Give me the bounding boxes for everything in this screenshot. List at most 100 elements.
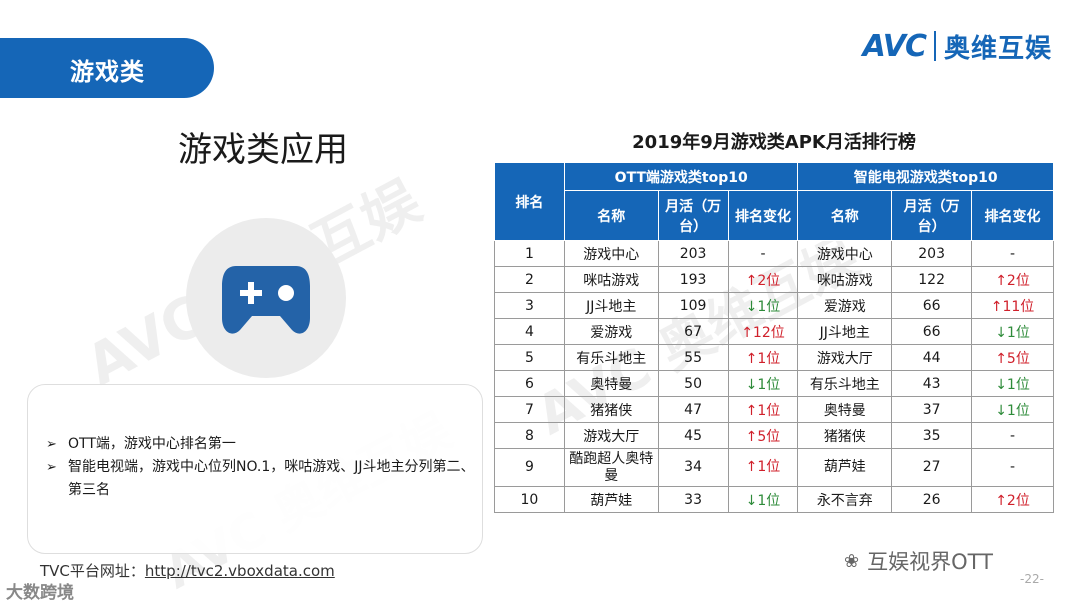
- tv-change-cell: ↓1位: [971, 396, 1054, 423]
- tv-name-cell: 永不言弃: [797, 486, 893, 513]
- section-title: 游戏类应用: [178, 130, 348, 170]
- ott-group-header: OTT端游戏类top10: [563, 162, 799, 191]
- tv-name-header: 名称: [797, 190, 893, 241]
- ott-mau-cell: 33: [657, 486, 729, 513]
- table-row: 1 游戏中心 203 - 游戏中心 203 -: [494, 240, 1054, 267]
- tv-change-cell: -: [971, 448, 1054, 487]
- notes-panel: OTT端，游戏中心排名第一 智能电视端，游戏中心位列NO.1，咪咕游戏、JJ斗地…: [27, 384, 483, 554]
- ott-name-cell: 奥特曼: [563, 370, 659, 397]
- ott-change-cell: ↑12位: [727, 318, 799, 345]
- table-row: 7 猪猪侠 47 ↑1位 奥特曼 37 ↓1位: [494, 396, 1054, 423]
- table-row: 4 爱游戏 67 ↑12位 JJ斗地主 66 ↓1位: [494, 318, 1054, 345]
- logo-brand: AVC: [862, 28, 927, 64]
- tv-change-cell: ↑2位: [971, 266, 1054, 293]
- ott-mau-cell: 47: [657, 396, 729, 423]
- ott-mau-cell: 34: [657, 448, 729, 487]
- tv-mau-cell: 35: [891, 422, 973, 449]
- ott-name-cell: 爱游戏: [563, 318, 659, 345]
- ott-change-cell: ↑5位: [727, 422, 799, 449]
- tv-name-cell: 咪咕游戏: [797, 266, 893, 293]
- rank-cell: 1: [494, 240, 565, 267]
- ott-mau-cell: 55: [657, 344, 729, 371]
- tv-name-cell: 奥特曼: [797, 396, 893, 423]
- wechat-name: 互娱视界OTT: [867, 550, 993, 574]
- gamepad-icon: [222, 266, 310, 334]
- tv-mau-header: 月活（万台）: [891, 190, 973, 241]
- table-row: 8 游戏大厅 45 ↑5位 猪猪侠 35 -: [494, 422, 1054, 449]
- tv-name-cell: 游戏中心: [797, 240, 893, 267]
- table-body: 1 游戏中心 203 - 游戏中心 203 - 2 咪咕游戏 193 ↑2位 咪…: [494, 240, 1054, 513]
- rank-cell: 7: [494, 396, 565, 423]
- ott-name-cell: 葫芦娃: [563, 486, 659, 513]
- tv-change-cell: ↑2位: [971, 486, 1054, 513]
- rank-cell: 9: [494, 448, 565, 487]
- tv-change-cell: -: [971, 240, 1054, 267]
- ott-change-cell: ↑1位: [727, 396, 799, 423]
- url-link[interactable]: http://tvc2.vboxdata.com: [144, 562, 335, 580]
- tv-mau-cell: 44: [891, 344, 973, 371]
- rank-cell: 6: [494, 370, 565, 397]
- note-item: 智能电视端，游戏中心位列NO.1，咪咕游戏、JJ斗地主分列第二、第三名: [46, 456, 476, 502]
- ott-name-cell: 咪咕游戏: [563, 266, 659, 293]
- ott-mau-cell: 193: [657, 266, 729, 293]
- ott-mau-cell: 45: [657, 422, 729, 449]
- ott-change-cell: ↓1位: [727, 292, 799, 319]
- tv-mau-cell: 27: [891, 448, 973, 487]
- ott-name-header: 名称: [563, 190, 659, 241]
- tv-name-cell: 葫芦娃: [797, 448, 893, 487]
- tv-change-cell: ↑11位: [971, 292, 1054, 319]
- rank-cell: 2: [494, 266, 565, 293]
- source-badge: 大数跨境: [6, 583, 74, 603]
- tv-name-cell: 爱游戏: [797, 292, 893, 319]
- tv-name-cell: JJ斗地主: [797, 318, 893, 345]
- rank-cell: 8: [494, 422, 565, 449]
- table-row: 10 葫芦娃 33 ↓1位 永不言弃 26 ↑2位: [494, 486, 1054, 513]
- ott-name-cell: 猪猪侠: [563, 396, 659, 423]
- table-row: 2 咪咕游戏 193 ↑2位 咪咕游戏 122 ↑2位: [494, 266, 1054, 293]
- tv-change-cell: ↓1位: [971, 318, 1054, 345]
- ott-name-cell: 游戏中心: [563, 240, 659, 267]
- tv-mau-cell: 66: [891, 318, 973, 345]
- ott-mau-cell: 109: [657, 292, 729, 319]
- ott-mau-cell: 203: [657, 240, 729, 267]
- ott-change-cell: -: [727, 240, 799, 267]
- wechat-icon: ❀: [844, 550, 860, 572]
- table-row: 3 JJ斗地主 109 ↓1位 爱游戏 66 ↑11位: [494, 292, 1054, 319]
- ott-name-cell: JJ斗地主: [563, 292, 659, 319]
- table-row: 9 酷跑超人奥特曼 34 ↑1位 葫芦娃 27 -: [494, 448, 1054, 487]
- platform-url: TVC平台网址：http://tvc2.vboxdata.com: [40, 560, 335, 581]
- rank-cell: 5: [494, 344, 565, 371]
- ott-change-cell: ↓1位: [727, 370, 799, 397]
- rank-cell: 10: [494, 486, 565, 513]
- ott-name-cell: 有乐斗地主: [563, 344, 659, 371]
- icon-circle: [186, 218, 346, 378]
- tv-change-header: 排名变化: [971, 190, 1054, 241]
- tv-mau-cell: 26: [891, 486, 973, 513]
- brand-logo: AVC 奥维互娱: [863, 26, 1052, 66]
- url-label: TVC平台网址：: [40, 562, 145, 580]
- ott-mau-header: 月活（万台）: [657, 190, 729, 241]
- table-row: 5 有乐斗地主 55 ↑1位 游戏大厅 44 ↑5位: [494, 344, 1054, 371]
- ott-mau-cell: 50: [657, 370, 729, 397]
- tv-change-cell: ↓1位: [971, 370, 1054, 397]
- ott-change-cell: ↑1位: [727, 448, 799, 487]
- table-title: 2019年9月游戏类APK月活排行榜: [632, 132, 916, 153]
- tv-change-cell: -: [971, 422, 1054, 449]
- tv-mau-cell: 66: [891, 292, 973, 319]
- ott-change-cell: ↓1位: [727, 486, 799, 513]
- ott-name-cell: 游戏大厅: [563, 422, 659, 449]
- logo-divider: [933, 31, 936, 61]
- logo-name: 奥维互娱: [943, 33, 1052, 64]
- rank-header: 排名: [494, 162, 565, 241]
- tv-mau-cell: 43: [891, 370, 973, 397]
- tv-name-cell: 有乐斗地主: [797, 370, 893, 397]
- tv-mau-cell: 122: [891, 266, 973, 293]
- tv-mau-cell: 203: [891, 240, 973, 267]
- note-item: OTT端，游戏中心排名第一: [46, 433, 476, 456]
- tv-mau-cell: 37: [891, 396, 973, 423]
- ott-mau-cell: 67: [657, 318, 729, 345]
- ott-change-cell: ↑1位: [727, 344, 799, 371]
- wechat-account: ❀ 互娱视界OTT: [844, 546, 993, 576]
- tv-change-cell: ↑5位: [971, 344, 1054, 371]
- notes-list: OTT端，游戏中心排名第一 智能电视端，游戏中心位列NO.1，咪咕游戏、JJ斗地…: [46, 433, 476, 502]
